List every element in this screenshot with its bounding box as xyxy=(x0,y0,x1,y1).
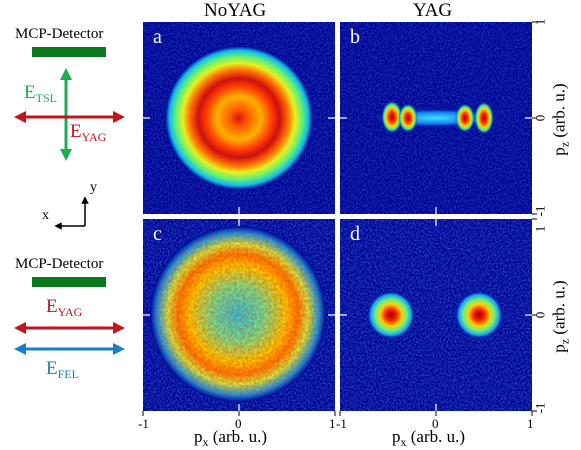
fel-field-symbol: E xyxy=(46,358,58,379)
y-tick-top-min: -1 xyxy=(532,205,548,217)
y-axis-label-top-sub: z xyxy=(557,141,572,148)
panel-c xyxy=(143,219,335,411)
y-tick-bottom-zero: 0 xyxy=(532,311,548,319)
x-tick-right-max: 1 xyxy=(527,416,534,431)
x-axis-label-left: px (arb. u.) xyxy=(194,427,267,450)
coord-label-x: x xyxy=(42,208,49,223)
detector-bar-top xyxy=(32,47,106,57)
panel-b xyxy=(340,22,532,214)
yag-field-label-top: EYAG xyxy=(70,121,106,145)
x-tick-right-zero: 0 xyxy=(432,416,439,431)
lobe-right-outer xyxy=(474,101,494,135)
panel-letter-b: b xyxy=(350,26,360,48)
x-axis-label-left-main: p xyxy=(194,427,203,446)
y-axis-label-bottom-unit: (arb. u.) xyxy=(549,280,569,339)
y-axis-label-top-unit: (arb. u.) xyxy=(549,83,569,142)
x-axis-label-left-sub: x xyxy=(202,435,209,449)
yag-field-symbol-top: E xyxy=(70,121,82,142)
panel-letter-d: d xyxy=(350,223,360,245)
x-tick-left-max: 1 xyxy=(329,416,336,431)
tsl-field-subscript: TSL xyxy=(35,91,57,105)
detector-bar-bottom xyxy=(32,277,106,287)
panel-letter-a: a xyxy=(153,26,162,48)
axis-ticks xyxy=(142,21,537,416)
lobe-right-inner xyxy=(455,103,475,133)
ring-distribution xyxy=(165,46,313,190)
y-tick-top-zero: 0 xyxy=(532,114,548,122)
y-tick-bottom-min: -1 xyxy=(532,402,548,414)
detector-label-bottom: MCP-Detector xyxy=(15,256,104,272)
y-axis-label-bottom-main: p xyxy=(549,344,569,353)
x-axis-label-right-main: p xyxy=(392,427,401,446)
coordinate-axes-icon xyxy=(54,196,89,230)
coord-label-y: y xyxy=(90,180,97,195)
fel-field-label: EFEL xyxy=(46,358,79,382)
y-tick-top-max: 1 xyxy=(532,18,548,26)
y-axis-label-top-main: p xyxy=(549,147,569,156)
panel-center-ticks xyxy=(143,117,532,411)
x-tick-left-zero: 0 xyxy=(235,416,242,431)
yag-field-label-bottom: EYAG xyxy=(46,296,82,320)
fel-field-subscript: FEL xyxy=(57,367,79,381)
spot-right xyxy=(455,291,503,339)
x-axis-label-right-sub: x xyxy=(400,435,407,449)
x-axis-label-left-unit: (arb. u.) xyxy=(208,427,268,446)
tsl-field-label: ETSL xyxy=(24,82,57,106)
detector-label-top: MCP-Detector xyxy=(15,26,104,42)
lobe-left-outer xyxy=(381,100,403,134)
yag-field-subscript-bottom: YAG xyxy=(57,305,83,319)
panel-d xyxy=(340,219,532,411)
spot-left xyxy=(367,291,415,339)
x-tick-left-min: -1 xyxy=(138,416,149,431)
x-axis-label-right-unit: (arb. u.) xyxy=(406,427,466,446)
column-title-yag: YAG xyxy=(413,0,453,21)
yag-field-symbol-bottom: E xyxy=(46,296,58,317)
lobe-left-inner xyxy=(398,103,418,133)
y-axis-label-bottom: pz (arb. u.) xyxy=(550,272,573,362)
panel-a xyxy=(143,22,335,214)
yag-field-subscript-top: YAG xyxy=(81,130,107,144)
y-axis-label-top: pz (arb. u.) xyxy=(550,75,573,165)
tsl-field-symbol: E xyxy=(24,82,36,103)
column-title-noyag: NoYAG xyxy=(204,0,267,21)
y-tick-bottom-max: 1 xyxy=(532,225,548,233)
x-axis-label-right: px (arb. u.) xyxy=(392,427,465,450)
y-axis-label-bottom-sub: z xyxy=(557,338,572,345)
panel-letter-c: c xyxy=(153,223,162,245)
x-tick-right-min: -1 xyxy=(336,416,347,431)
